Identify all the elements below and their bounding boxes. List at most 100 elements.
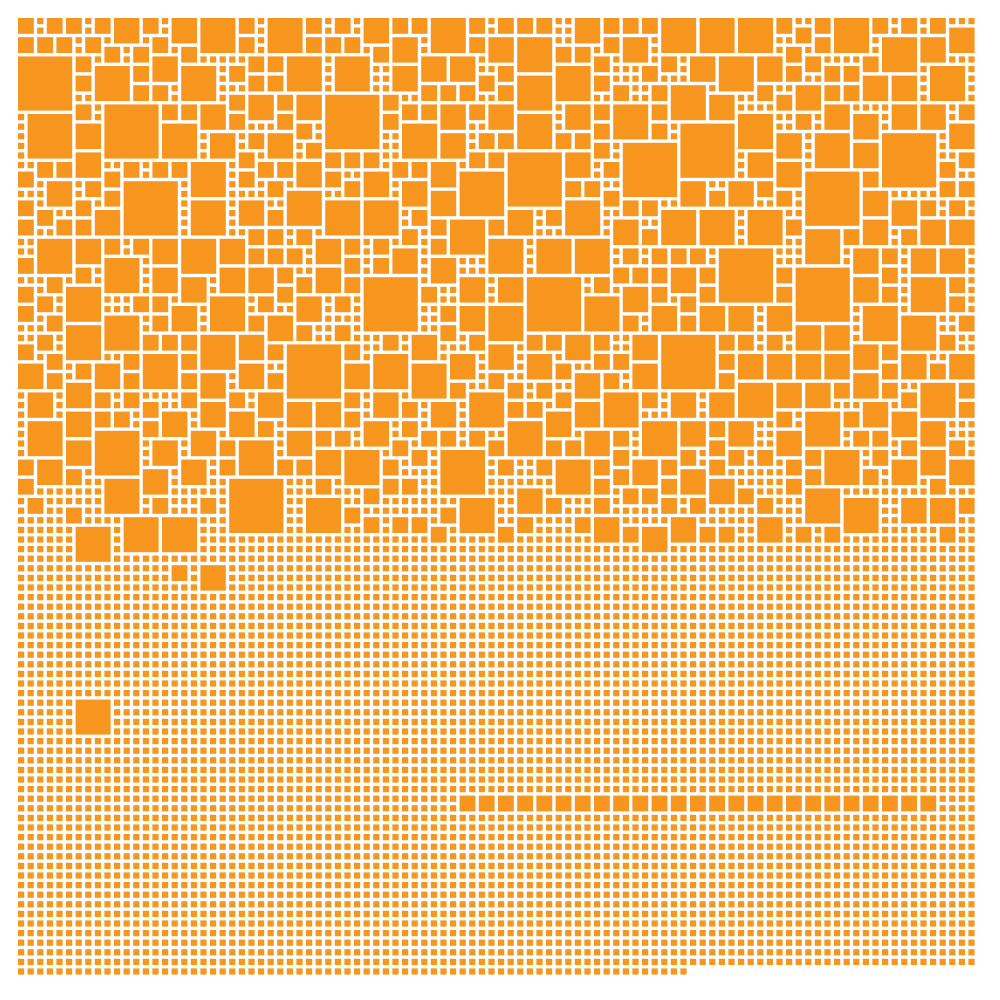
tile — [382, 536, 389, 543]
tile — [334, 296, 351, 313]
tile — [843, 872, 850, 879]
tile — [594, 834, 601, 841]
tile — [66, 824, 73, 831]
tile — [824, 853, 831, 860]
tile — [939, 632, 946, 639]
tile — [526, 402, 543, 418]
tile — [632, 613, 639, 620]
tile — [277, 776, 284, 783]
tile — [27, 690, 34, 697]
tile — [507, 373, 514, 380]
tile — [123, 786, 130, 793]
tile — [219, 670, 226, 677]
tile — [469, 680, 476, 687]
tile — [296, 862, 303, 869]
tile — [430, 584, 437, 591]
tile — [469, 661, 476, 668]
tile — [46, 565, 53, 572]
tile — [507, 862, 514, 869]
tile — [747, 507, 754, 514]
tile — [181, 882, 188, 889]
tile — [373, 507, 380, 514]
tile — [200, 690, 207, 697]
tile — [229, 574, 236, 581]
tile — [843, 690, 850, 697]
tile — [920, 66, 927, 73]
tile — [882, 632, 889, 639]
tile — [594, 872, 601, 879]
tile — [190, 670, 197, 677]
tile — [104, 862, 111, 869]
tile — [152, 757, 159, 764]
tile — [478, 853, 485, 860]
tile — [133, 843, 140, 850]
tile — [402, 546, 409, 553]
tile — [901, 690, 908, 697]
tile — [363, 152, 380, 169]
tile — [219, 642, 226, 649]
tile — [123, 882, 130, 889]
tile — [853, 104, 860, 111]
tile — [891, 411, 917, 437]
tile — [699, 392, 706, 399]
tile — [152, 747, 159, 754]
tile — [507, 584, 514, 591]
tile — [747, 536, 754, 543]
tile — [546, 584, 553, 591]
tile — [872, 430, 889, 447]
tile — [757, 699, 764, 706]
tile — [190, 555, 197, 562]
tile — [930, 66, 965, 101]
tile — [882, 642, 889, 649]
tile — [450, 651, 457, 658]
tile — [411, 824, 418, 831]
tile — [882, 286, 898, 303]
tile — [114, 402, 121, 409]
tile — [46, 670, 53, 677]
tile — [622, 670, 629, 677]
tile — [584, 824, 591, 831]
tile — [939, 210, 946, 217]
tile — [632, 440, 639, 447]
tile — [690, 651, 697, 658]
tile — [930, 565, 937, 572]
tile — [37, 891, 44, 898]
tile — [459, 718, 466, 725]
tile — [622, 594, 629, 601]
tile — [517, 862, 524, 869]
tile — [718, 622, 725, 629]
tile — [296, 603, 303, 610]
tile — [594, 766, 601, 773]
tile — [517, 642, 524, 649]
tile — [574, 565, 581, 572]
tile — [968, 536, 975, 543]
tile — [66, 853, 73, 860]
tile — [824, 795, 841, 812]
tile — [546, 699, 553, 706]
tile — [46, 738, 53, 745]
tile — [219, 843, 226, 850]
tile — [344, 805, 351, 812]
tile — [267, 795, 274, 802]
tile — [440, 622, 447, 629]
tile — [930, 651, 937, 658]
tile — [862, 814, 869, 821]
tile — [488, 488, 495, 495]
tile — [498, 834, 505, 841]
tile — [872, 536, 879, 543]
tile — [459, 738, 466, 745]
tile — [882, 776, 889, 783]
tile — [315, 766, 322, 773]
tile — [181, 814, 188, 821]
tile — [565, 498, 572, 505]
tile — [517, 718, 524, 725]
tile — [296, 94, 322, 121]
tile — [94, 56, 101, 63]
tile — [306, 498, 341, 533]
tile — [133, 891, 140, 898]
tile — [469, 757, 476, 764]
tile — [603, 574, 610, 581]
tile — [440, 651, 447, 658]
tile — [795, 728, 802, 735]
tile — [344, 747, 351, 754]
